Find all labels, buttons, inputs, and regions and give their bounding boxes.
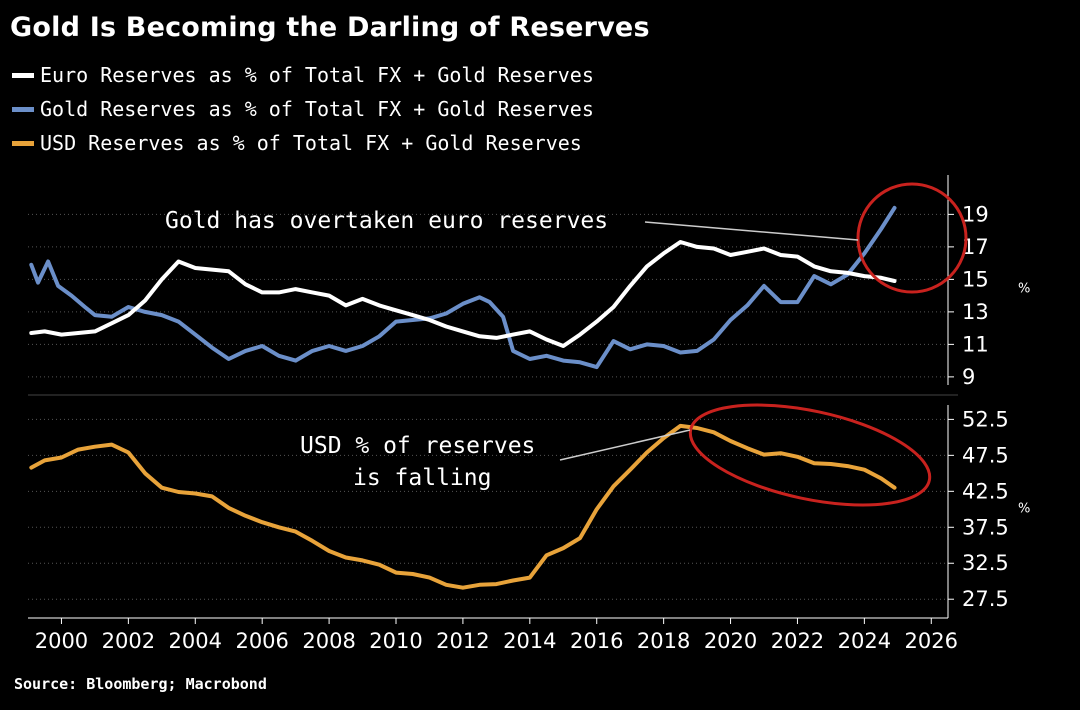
x-tick-label-8: 2016 xyxy=(570,629,623,653)
top-ytick-label-1: 11 xyxy=(962,332,989,356)
legend-swatch-usd xyxy=(12,140,34,146)
top-ytick-label-2: 13 xyxy=(962,300,989,324)
legend-item-usd: USD Reserves as % of Total FX + Gold Res… xyxy=(12,126,594,160)
bottom-ytick-label-3: 42.5 xyxy=(962,479,1009,503)
bottom-ytick-label-1: 32.5 xyxy=(962,551,1009,575)
top-ytick-label-0: 9 xyxy=(962,365,975,389)
chart-title: Gold Is Becoming the Darling of Reserves xyxy=(10,12,650,43)
top-y-unit-label: % xyxy=(1018,282,1030,297)
legend-label-euro: Euro Reserves as % of Total FX + Gold Re… xyxy=(40,63,594,87)
x-tick-label-11: 2022 xyxy=(771,629,824,653)
bottom-ytick-label-2: 37.5 xyxy=(962,515,1009,539)
x-tick-label-6: 2012 xyxy=(436,629,489,653)
legend: Euro Reserves as % of Total FX + Gold Re… xyxy=(12,58,594,160)
annotation-usd-line2: is falling xyxy=(353,465,491,491)
x-tick-label-1: 2002 xyxy=(102,629,155,653)
series-line-euro xyxy=(29,240,897,348)
annotation-gold: Gold has overtaken euro reserves xyxy=(165,208,608,234)
x-tick-label-10: 2020 xyxy=(704,629,757,653)
bottom-y-unit-label: % xyxy=(1018,502,1030,517)
legend-label-usd: USD Reserves as % of Total FX + Gold Res… xyxy=(40,131,582,155)
top-ytick-label-3: 15 xyxy=(962,267,989,291)
series-line-gold xyxy=(29,205,897,370)
annotation-leader-gold xyxy=(644,221,859,241)
legend-swatch-gold xyxy=(12,106,34,112)
annotation-usd-line1: USD % of reserves xyxy=(300,433,535,459)
bottom-ytick-label-0: 27.5 xyxy=(962,587,1009,611)
legend-item-euro: Euro Reserves as % of Total FX + Gold Re… xyxy=(12,58,594,92)
highlight-circle-gold xyxy=(856,182,968,294)
legend-swatch-euro xyxy=(12,72,34,78)
x-tick-label-7: 2014 xyxy=(503,629,556,653)
source-note: Source: Bloomberg; Macrobond xyxy=(14,675,267,693)
legend-item-gold: Gold Reserves as % of Total FX + Gold Re… xyxy=(12,92,594,126)
legend-label-gold: Gold Reserves as % of Total FX + Gold Re… xyxy=(40,97,594,121)
x-tick-label-9: 2018 xyxy=(637,629,690,653)
series-line-usd xyxy=(29,423,897,590)
highlight-ellipse-usd xyxy=(688,403,932,507)
x-tick-label-13: 2026 xyxy=(905,629,958,653)
x-tick-label-3: 2006 xyxy=(235,629,288,653)
x-tick-label-2: 2004 xyxy=(169,629,222,653)
annotation-leader-usd xyxy=(559,429,691,461)
x-tick-label-5: 2010 xyxy=(369,629,422,653)
x-tick-label-0: 2000 xyxy=(35,629,88,653)
x-tick-label-4: 2008 xyxy=(302,629,355,653)
bottom-ytick-label-5: 52.5 xyxy=(962,407,1009,431)
x-tick-label-12: 2024 xyxy=(838,629,891,653)
top-ytick-label-5: 19 xyxy=(962,202,989,226)
bottom-ytick-label-4: 47.5 xyxy=(962,443,1009,467)
